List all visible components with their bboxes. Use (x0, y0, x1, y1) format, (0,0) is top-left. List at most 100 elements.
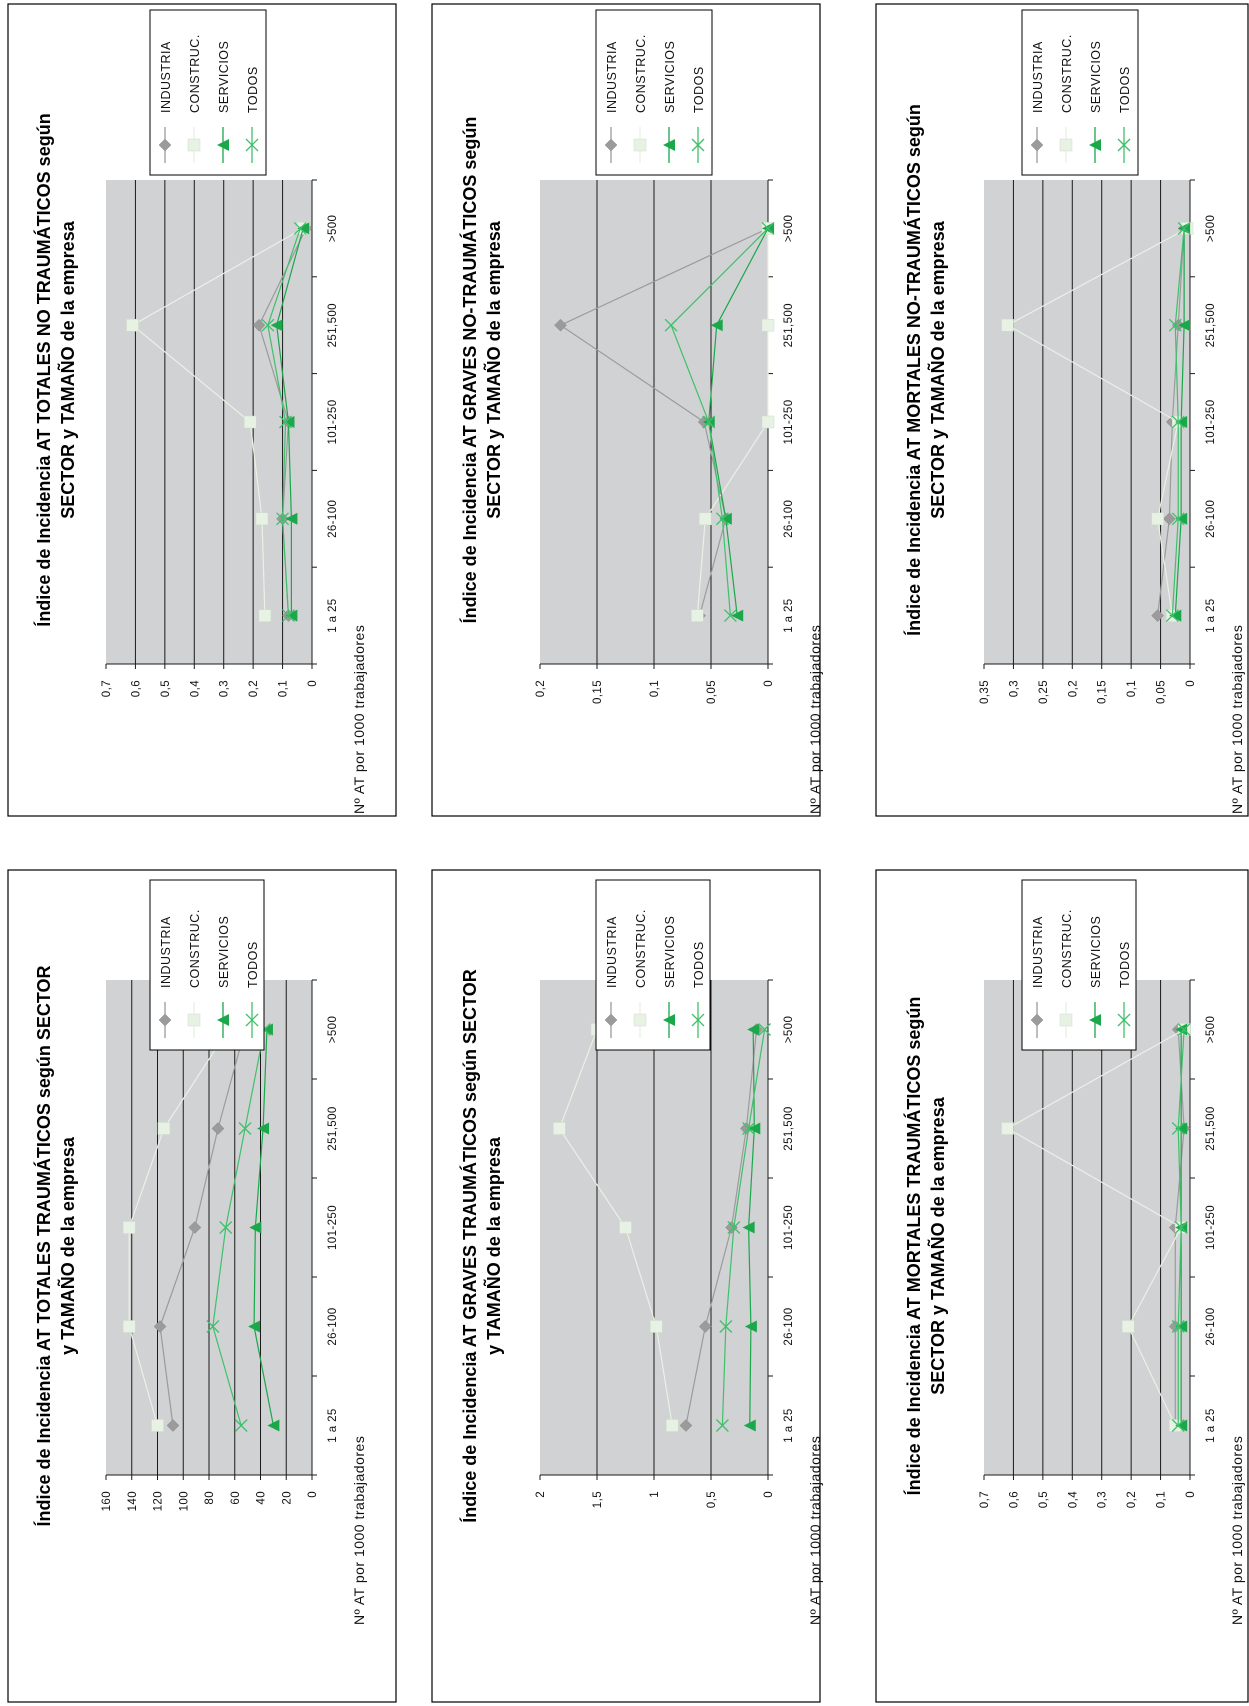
chart-title: Índice de Incidencia AT GRAVES TRAUMÁTIC… (459, 969, 480, 1522)
data-point-construc (1059, 138, 1073, 152)
y-axis-label: Nº AT por 1000 trabajadores (351, 1436, 367, 1625)
legend-label: TODOS (692, 941, 706, 988)
data-point-industria (1151, 609, 1164, 622)
data-point-servicios (1175, 512, 1188, 525)
data-point-construc (243, 415, 257, 429)
data-point-industria (554, 318, 567, 332)
data-point-servicios (257, 1122, 270, 1135)
chart-title: SECTOR y TAMAÑO de la empresa (57, 220, 78, 518)
chart-title: Índice de Incidencia AT MORTALES NO-TRAU… (903, 104, 924, 636)
data-point-construc (633, 138, 647, 152)
legend-label: SERVICIOS (1089, 41, 1103, 113)
legend-box (595, 9, 713, 176)
legend: INDUSTRIA CONSTRUC. SERVICIOS TODOS (595, 879, 711, 1051)
data-point-todos (758, 1023, 772, 1036)
data-point-construc (665, 1419, 679, 1432)
data-point-servicios (744, 1320, 757, 1333)
data-point-servicios (1089, 1014, 1101, 1026)
x-tick-label: 251,500 (327, 1106, 339, 1150)
data-point-construc (151, 1419, 164, 1432)
data-point-todos (1171, 1419, 1185, 1432)
legend-label: SERVICIOS (1089, 916, 1103, 988)
legend-box (149, 9, 267, 176)
y-tick-label: 0 (307, 1491, 319, 1498)
data-point-servicios (742, 1221, 755, 1234)
data-point-servicios (248, 1320, 261, 1333)
legend-label: SERVICIOS (217, 41, 231, 113)
x-tick-label: 251,500 (1205, 303, 1217, 347)
x-tick-label: 1 a 25 (1205, 1408, 1217, 1442)
data-point-servicios (1175, 416, 1188, 428)
data-point-construc (126, 318, 139, 332)
data-point-servicios (267, 1419, 280, 1432)
x-tick-label: 1 a 25 (783, 1408, 795, 1442)
data-point-servicios (297, 222, 310, 235)
chart-title: SECTOR y TAMAÑO de la empresa (927, 1096, 948, 1394)
data-point-todos (742, 1122, 756, 1135)
legend-label: INDUSTRIA (605, 916, 619, 988)
data-point-servicios (663, 1014, 675, 1026)
y-axis-label: Nº AT por 1000 trabajadores (807, 1436, 823, 1625)
data-point-todos (664, 318, 678, 332)
y-tick-label: 0,7 (101, 680, 113, 697)
legend-label: CONSTRUC. (634, 34, 648, 113)
plot-area (984, 980, 1190, 1475)
legend: INDUSTRIA CONSTRUC. SERVICIOS TODOS (1021, 879, 1137, 1051)
data-point-todos (1168, 318, 1182, 332)
chart-title: SECTOR y TAMAÑO de la empresa (927, 220, 948, 518)
data-point-todos (234, 1419, 248, 1432)
data-point-todos (245, 1013, 259, 1027)
legend: INDUSTRIA CONSTRUC. SERVICIOS TODOS (595, 9, 713, 176)
data-point-servicios (663, 139, 675, 151)
chart-title: Índice de Incidencia AT GRAVES NO-TRAUMÁ… (459, 117, 480, 624)
data-point-todos (727, 1221, 741, 1234)
data-point-servicios (748, 1122, 761, 1135)
chart-panel-6: 0 0,05 0,1 0,15 0,2 0,25 0,3 0,35 1 a 25 26-100 10… (875, 3, 1249, 817)
data-point-servicios (719, 512, 732, 525)
y-tick-label: 40 (256, 1491, 268, 1505)
x-tick-label: >500 (783, 1016, 795, 1044)
data-point-construc (650, 1320, 663, 1333)
y-tick-label: 0,1 (278, 680, 290, 697)
data-point-construc (691, 609, 704, 622)
data-point-todos (702, 415, 716, 429)
legend-label: INDUSTRIA (605, 41, 619, 113)
plot-area (984, 180, 1190, 664)
y-tick-label: 0 (307, 680, 319, 687)
data-point-servicios (1175, 1320, 1188, 1333)
y-axis-label: Nº AT por 1000 trabajadores (807, 625, 823, 814)
data-point-construc (699, 512, 712, 526)
data-point-construc (761, 318, 775, 332)
data-point-todos (723, 609, 737, 623)
y-tick-label: 0,5 (1038, 1491, 1050, 1508)
y-tick-label: 0,4 (1067, 1491, 1079, 1508)
data-point-construc (187, 1013, 201, 1027)
data-point-servicios (270, 319, 283, 332)
chart-panel-4: 0 0,05 0,1 0,15 0,2 1 a 25 26-100 101-250 251,50… (431, 3, 823, 817)
data-point-industria (166, 1419, 180, 1432)
data-point-servicios (1175, 1419, 1188, 1432)
x-tick-label: 1 a 25 (327, 598, 339, 632)
data-point-servicios (285, 512, 298, 525)
y-tick-label: 0,6 (130, 680, 142, 697)
data-point-servicios (1175, 1122, 1188, 1135)
legend: INDUSTRIA CONSTRUC. SERVICIOS TODOS (149, 9, 267, 176)
data-point-industria (1030, 138, 1044, 152)
legend-label: INDUSTRIA (159, 916, 173, 988)
data-point-todos (1171, 415, 1185, 429)
legend-label: SERVICIOS (663, 916, 677, 988)
chart-panel-5: 0 0,1 0,2 0,3 0,4 0,5 0,6 0,7 1 a 25 26-100 101-25… (875, 869, 1249, 1703)
x-tick-label: >500 (327, 1016, 339, 1044)
chart-panel-1: 0 20 40 60 80 100 120 140 160 1 a 25 26-100 101-250… (7, 869, 397, 1703)
x-tick-label: 101-250 (783, 399, 795, 444)
data-point-industria (604, 138, 618, 152)
legend: INDUSTRIA CONSTRUC. SERVICIOS TODOS (149, 879, 265, 1051)
data-point-construc (1001, 1122, 1014, 1135)
data-point-industria (188, 1221, 202, 1234)
y-tick-label: 0,2 (535, 680, 547, 697)
data-point-construc (1059, 1013, 1073, 1027)
x-tick-label: 26-100 (327, 500, 339, 538)
data-point-construc (1151, 512, 1164, 526)
legend-label: CONSTRUC. (188, 909, 202, 988)
y-tick-label: 0,6 (1008, 1491, 1020, 1508)
